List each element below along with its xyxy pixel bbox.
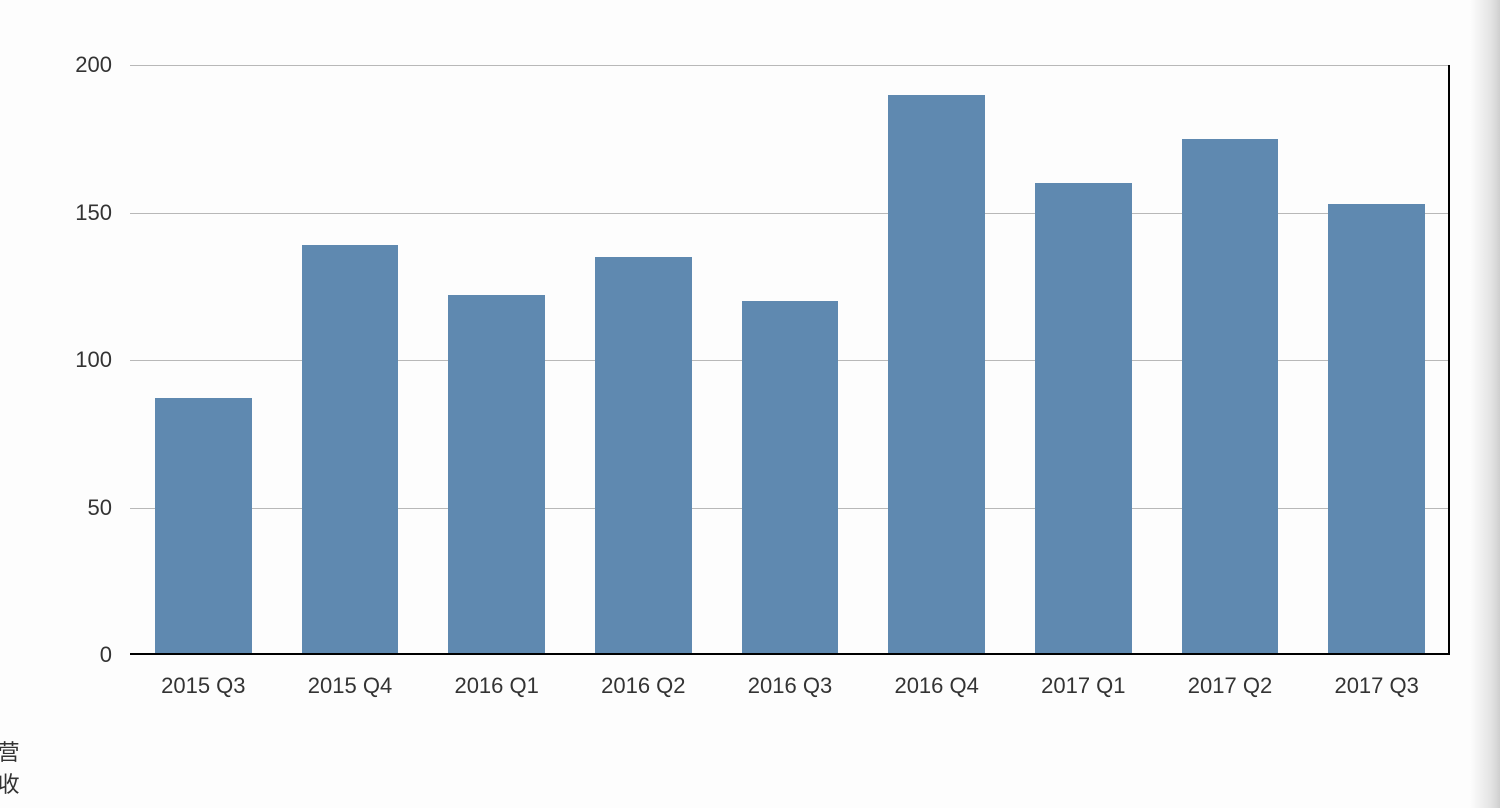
y-tick-label: 150 xyxy=(75,200,112,226)
bar xyxy=(302,245,399,655)
x-tick-label: 2016 Q2 xyxy=(601,673,685,699)
x-tick-label: 2016 Q4 xyxy=(894,673,978,699)
y-tick-label: 0 xyxy=(100,642,112,668)
legend-label: 营收 xyxy=(0,735,27,799)
x-tick-label: 2017 Q1 xyxy=(1041,673,1125,699)
plot-area: 0501001502002015 Q32015 Q42016 Q12016 Q2… xyxy=(130,65,1450,655)
bar xyxy=(1182,139,1279,655)
x-tick-label: 2017 Q3 xyxy=(1334,673,1418,699)
bar xyxy=(595,257,692,655)
x-tick-label: 2015 Q3 xyxy=(161,673,245,699)
x-tick-label: 2015 Q4 xyxy=(308,673,392,699)
x-tick-label: 2016 Q3 xyxy=(748,673,832,699)
page-edge-shadow xyxy=(1470,0,1500,808)
bar xyxy=(1035,183,1132,655)
bar xyxy=(448,295,545,655)
bar xyxy=(888,95,985,656)
y-tick-label: 100 xyxy=(75,347,112,373)
bar xyxy=(1328,204,1425,655)
x-axis-line xyxy=(130,653,1450,655)
bar xyxy=(155,398,252,655)
x-tick-label: 2017 Q2 xyxy=(1188,673,1272,699)
y-tick-label: 50 xyxy=(88,495,112,521)
y-axis-line xyxy=(1448,65,1450,655)
y-tick-label: 200 xyxy=(75,52,112,78)
x-tick-label: 2016 Q1 xyxy=(454,673,538,699)
gridline xyxy=(130,65,1450,66)
legend: 营收 xyxy=(0,735,27,799)
bar xyxy=(742,301,839,655)
